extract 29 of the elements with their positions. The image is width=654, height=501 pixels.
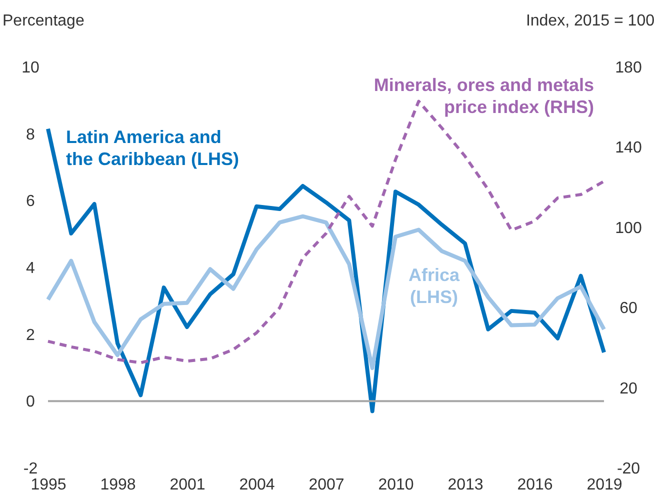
y2-tick-label: 60 bbox=[620, 300, 638, 318]
x-tick-label: 2007 bbox=[308, 476, 344, 494]
x-tick-label: 2013 bbox=[448, 476, 484, 494]
line-series bbox=[46, 214, 606, 370]
x-tick-label: 1998 bbox=[100, 476, 136, 494]
y-axis-title: Percentage bbox=[2, 12, 84, 30]
y2-tick-label: 20 bbox=[620, 380, 638, 398]
y-tick-label: 0 bbox=[26, 394, 36, 411]
y-tick-label: 10 bbox=[22, 60, 40, 76]
y2-tick-label: 100 bbox=[615, 220, 642, 237]
y-tick-label: 6 bbox=[26, 193, 36, 210]
series-label: Latin America and the Caribbean (LHS) bbox=[66, 127, 240, 169]
x-tick-label: 2016 bbox=[517, 476, 553, 494]
y2-tick-label: -20 bbox=[616, 460, 640, 478]
y-tick-label: -2 bbox=[23, 460, 38, 478]
y2-tick-label: 180 bbox=[615, 60, 642, 76]
y-tick-label: 2 bbox=[26, 326, 36, 344]
y-tick-label: 4 bbox=[26, 260, 36, 277]
line-series bbox=[46, 100, 606, 364]
y2-tick-label: 140 bbox=[615, 140, 642, 157]
x-tick-label: 2019 bbox=[586, 476, 622, 494]
x-tick-label: 2001 bbox=[170, 476, 206, 494]
series-label: Africa (LHS) bbox=[408, 265, 460, 307]
y-tick-label: 8 bbox=[26, 126, 36, 144]
x-tick-label: 2010 bbox=[378, 476, 414, 494]
x-tick-label: 2004 bbox=[239, 476, 275, 494]
y2-axis-title: Index, 2015 = 100 bbox=[526, 12, 654, 30]
series-label: Minerals, ores and metals price index (RHS) bbox=[374, 75, 594, 117]
x-tick-label: 1995 bbox=[30, 476, 66, 494]
